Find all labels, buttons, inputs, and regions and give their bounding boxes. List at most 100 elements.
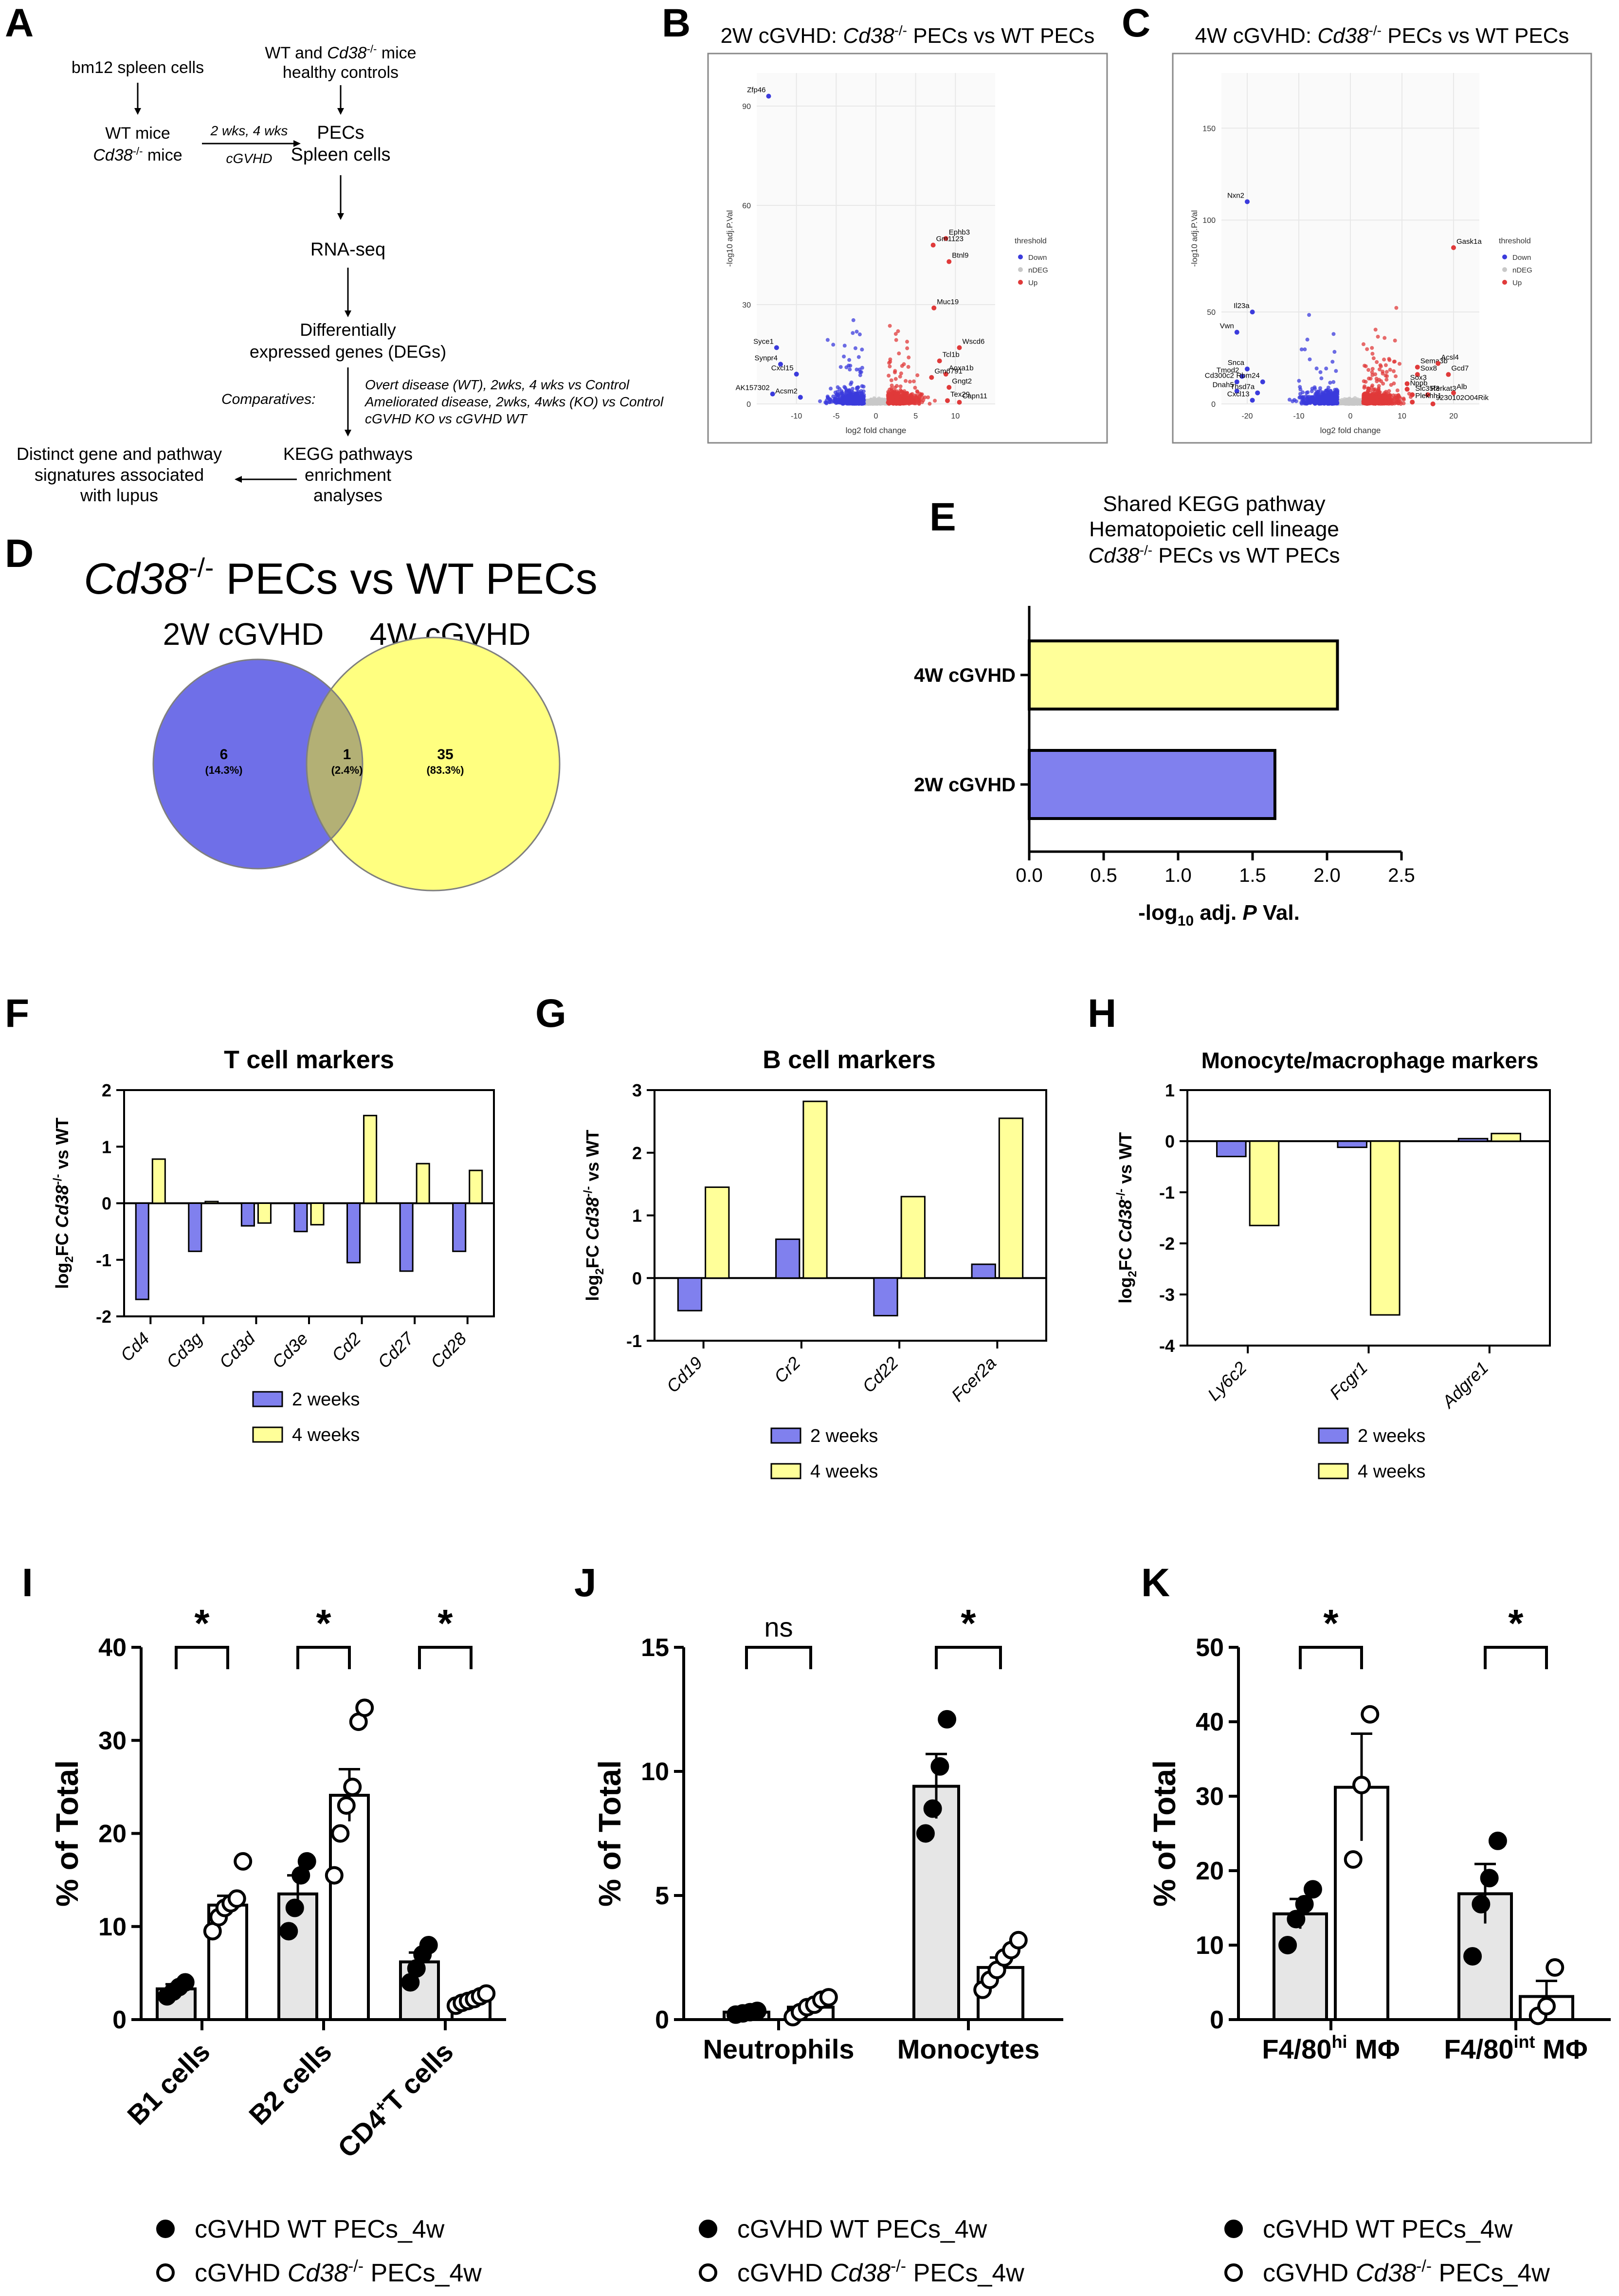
volcano-point-up	[893, 377, 898, 381]
volcano-y-tick: 0	[1211, 401, 1216, 409]
volcano-point-up	[918, 392, 922, 396]
venn-overlap-pct: (2.4%)	[331, 764, 363, 776]
y-tick-label: 5	[655, 1882, 669, 1910]
volcano-gene-label: Syce1	[753, 337, 774, 346]
volcano-point-down	[842, 354, 846, 359]
volcano-point-down	[1310, 389, 1314, 394]
kegg-line-1: KEGG pathways	[283, 444, 413, 464]
bar-4w	[310, 1203, 325, 1226]
volcano-point-up	[1366, 368, 1371, 372]
volcano-x-tick: 20	[1449, 412, 1458, 420]
volcano-gene-label: AK157302	[736, 384, 770, 392]
volcano-point-down	[1298, 392, 1303, 396]
volcano-gene-label: Il23a	[1234, 302, 1250, 310]
volcano-point-down	[846, 364, 851, 368]
volcano-point-up	[893, 332, 898, 336]
volcano-point-up	[1362, 379, 1366, 383]
volcano-point-up	[917, 395, 922, 400]
volcano-labeled-point	[794, 371, 799, 377]
bar-4w	[1249, 1140, 1280, 1226]
volcano-gene-label: Sox3	[1410, 373, 1427, 382]
bar-4w	[257, 1203, 272, 1224]
venn-title: Cd38-/- PECs vs WT PECs	[84, 552, 598, 603]
volcano-point-up	[901, 391, 906, 395]
x-tick-label: Cd19	[662, 1353, 706, 1397]
bar-wt	[912, 1785, 960, 2022]
volcano-point-down	[824, 401, 829, 405]
volcano-point-ndeg	[1340, 400, 1345, 404]
volcano-gene-label: Btnl9	[952, 252, 968, 260]
y-tick-label: 3	[632, 1080, 642, 1100]
volcano-gene-label: Rbm24	[1236, 372, 1259, 380]
data-point-wt	[1463, 1947, 1482, 1966]
data-point-wt	[1287, 1910, 1306, 1929]
volcano-legend-marker	[1018, 255, 1023, 259]
volcano-x-tick: 10	[951, 412, 960, 420]
volcano-point-up	[1379, 364, 1383, 368]
significance-label: ns	[764, 1612, 793, 1642]
volcano-point-down	[1325, 388, 1329, 392]
volcano-point-down	[1329, 391, 1334, 395]
bar-ko	[1334, 1786, 1389, 2021]
significance-label: *	[961, 1602, 976, 1645]
legend-label-4w: 4 weeks	[292, 1425, 360, 1445]
volcano-point-down	[1298, 395, 1302, 400]
volcano-y-label: -log10 adj.P.Val	[1190, 210, 1199, 267]
volcano-labeled-point	[931, 305, 937, 310]
volcano-y-tick: 50	[1207, 309, 1216, 317]
volcano-point-up	[1369, 399, 1374, 403]
volcano-point-down	[851, 318, 855, 322]
bar-4w	[998, 1117, 1024, 1279]
significance-label: *	[1508, 1602, 1524, 1645]
category-label: CD4+T cells	[331, 2036, 459, 2164]
volcano-labeled-point	[1451, 245, 1456, 250]
venn-overlap	[306, 688, 364, 840]
volcano-gene-label: Nppb	[1410, 379, 1428, 387]
data-point-ko	[227, 1889, 246, 1908]
volcano-point-ndeg	[877, 400, 882, 404]
y-tick-label: 10	[98, 1913, 127, 1941]
x-tick-label: Adgre1	[1437, 1358, 1492, 1412]
spleen-label: Spleen cells	[291, 145, 391, 165]
data-point-wt	[297, 1852, 316, 1871]
data-point-ko	[234, 1852, 253, 1871]
volcano-point-up	[1392, 359, 1397, 364]
volcano-point-down	[825, 398, 829, 402]
volcano-point-up	[1361, 342, 1365, 346]
kegg-bar-chart: Shared KEGG pathway Hematopoietic cell l…	[914, 492, 1415, 929]
legend-marker-wt	[1224, 2220, 1243, 2238]
volcano-point-down	[855, 367, 859, 372]
volcano-x-label: log2 fold change	[1320, 426, 1381, 435]
volcano-point-up	[1366, 376, 1371, 381]
workflow-diagram: bm12 spleen cells WT and Cd38-/- mice he…	[17, 43, 664, 505]
volcano-point-up	[1375, 360, 1379, 364]
volcano-legend-title: threshold	[1499, 237, 1531, 245]
volcano-point-down	[1318, 386, 1322, 390]
y-tick-label: -1	[1159, 1183, 1175, 1203]
volcano-labeled-point	[1415, 364, 1420, 370]
volcano-point-down	[1334, 369, 1338, 373]
significance-bracket	[745, 1646, 812, 1669]
data-point-wt	[176, 1973, 195, 1992]
data-point-wt	[1278, 1936, 1297, 1954]
kegg-x-tick-label: 1.5	[1239, 865, 1266, 886]
volcano-point-up	[1379, 379, 1383, 383]
volcano-point-down	[1297, 379, 1301, 383]
y-axis-label: % of Total	[50, 1760, 85, 1907]
volcano-point-down	[829, 386, 833, 391]
volcano-gene-label: Tcl1b	[943, 351, 960, 359]
bar-2w	[452, 1203, 467, 1252]
volcano-y-tick: 60	[742, 202, 751, 210]
volcano-labeled-point	[778, 362, 783, 367]
volcano-point-down	[855, 385, 859, 390]
volcano-gene-label: Thsd7a	[1230, 383, 1255, 391]
volcano-gene-label: Zfp46	[747, 86, 765, 94]
bar-4w	[1491, 1132, 1521, 1142]
data-point-wt	[419, 1936, 438, 1954]
volcano-point-down	[1315, 390, 1320, 394]
controls-line-2: healthy controls	[283, 63, 399, 82]
volcano-labeled-point	[1415, 372, 1420, 377]
volcano-point-down	[1314, 395, 1319, 399]
y-tick-label: 15	[641, 1634, 669, 1662]
volcano-labeled-point	[1234, 388, 1239, 394]
